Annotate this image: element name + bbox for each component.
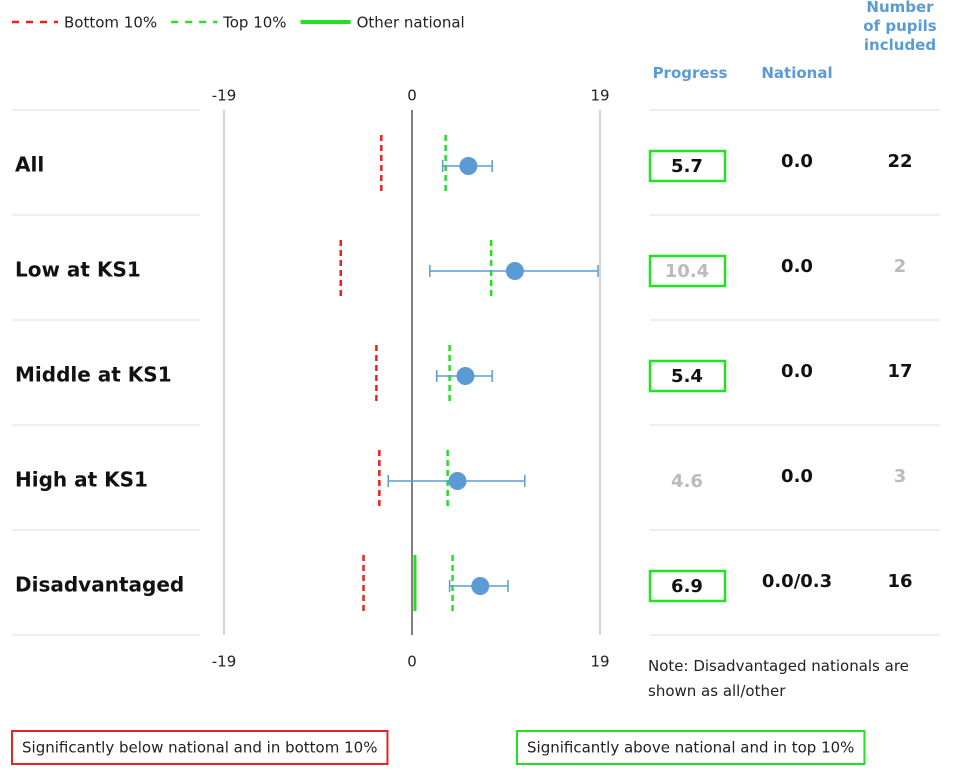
progress-value: 4.6	[671, 471, 703, 492]
pupils-value: 16	[887, 571, 912, 592]
pupils-value: 3	[894, 466, 907, 487]
x-tick-label: 19	[590, 87, 609, 105]
progress-point	[456, 367, 475, 385]
column-header: National	[761, 64, 833, 82]
row-label: Disadvantaged	[15, 573, 184, 597]
national-value: 0.0	[781, 256, 813, 277]
national-value: 0.0	[781, 466, 813, 487]
row-label: Low at KS1	[15, 258, 141, 282]
key-box	[11, 730, 389, 765]
pupils-value: 22	[887, 151, 912, 172]
progress-value: 10.4	[665, 261, 709, 282]
x-tick-label: 0	[407, 87, 417, 105]
significance-box	[648, 569, 727, 603]
x-tick-label: -19	[212, 87, 237, 105]
progress-point	[505, 262, 524, 280]
legend-label: Top 10%	[222, 14, 286, 32]
row-label: High at KS1	[15, 468, 148, 492]
pupils-value: 17	[887, 361, 912, 382]
x-tick-label: -19	[212, 653, 237, 671]
key-label: Significantly above national and in top …	[527, 739, 854, 757]
x-tick-label: 0	[407, 653, 417, 671]
key-box	[516, 730, 866, 765]
key-label: Significantly below national and in bott…	[22, 739, 377, 757]
national-value: 0.0	[781, 151, 813, 172]
national-value: 0.0	[781, 361, 813, 382]
progress-point	[448, 472, 467, 490]
significance-box	[648, 359, 727, 393]
progress-point	[459, 157, 478, 175]
progress-point	[471, 577, 490, 595]
row-label: Middle at KS1	[15, 363, 172, 387]
x-tick-label: 19	[590, 653, 609, 671]
column-header: Number of pupils included	[863, 0, 937, 54]
significance-box	[648, 149, 727, 183]
progress-value: 5.4	[671, 366, 703, 387]
national-value: 0.0/0.3	[762, 571, 832, 592]
legend-label: Bottom 10%	[64, 14, 157, 32]
significance-box	[648, 254, 727, 288]
row-label: All	[15, 153, 44, 177]
progress-value: 6.9	[671, 576, 703, 597]
progress-value: 5.7	[671, 156, 703, 177]
column-header: Progress	[652, 64, 728, 82]
legend-label: Other national	[357, 14, 465, 32]
note: Note: Disadvantaged nationals are shown …	[648, 657, 909, 700]
pupils-value: 2	[894, 256, 907, 277]
